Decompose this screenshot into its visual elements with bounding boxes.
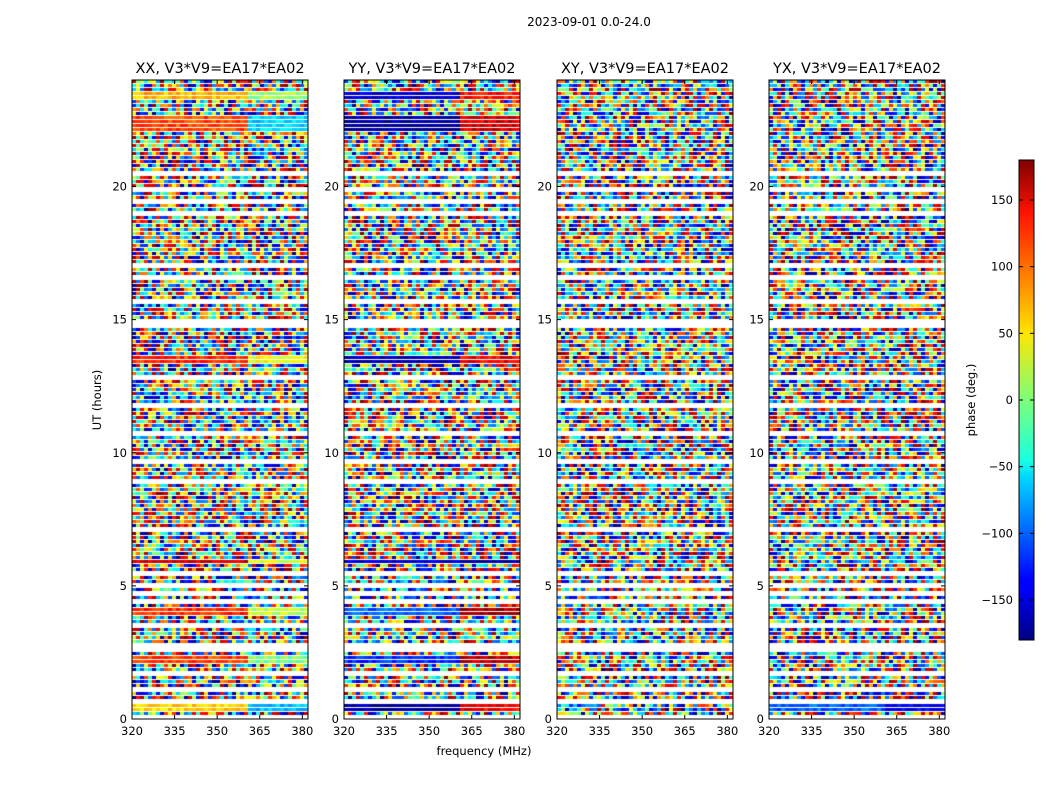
panel-1-ytick-label: 10 (112, 446, 127, 460)
figure-suptitle: 2023-09-01 0.0-24.0 (527, 15, 651, 29)
colorbar-tick-label: 150 (991, 193, 1013, 207)
panel-2-ytick-label: 0 (332, 712, 339, 726)
panel-2-ytick-label: 5 (332, 579, 339, 593)
panel-3-ytick-label: 15 (537, 313, 552, 327)
panel-2-xtick-label: 350 (418, 724, 440, 738)
panel-4-xtick-label: 350 (843, 724, 865, 738)
colorbar-ticks: −150 −100 −50 0 50 100 150 (981, 193, 1034, 607)
panel-1-xtick-label: 365 (249, 724, 271, 738)
colorbar-tick-label: −50 (989, 460, 1013, 474)
panel-4-frame (768, 79, 946, 720)
panel-2-ytick-label: 20 (324, 180, 339, 194)
panel-1-xtick-label: 380 (291, 724, 313, 738)
panel-1-xtick-label: 350 (206, 724, 228, 738)
panel-3-ytick-label: 5 (545, 579, 552, 593)
panel-2-frame (343, 79, 521, 720)
panel-4-xtick-label: 380 (928, 724, 950, 738)
panel-1-raster (132, 80, 308, 719)
panel-3-ytick-label: 20 (537, 180, 552, 194)
panel-4-raster (769, 80, 945, 719)
panel-2-raster (344, 80, 520, 719)
panel-1-ytick-label: 15 (112, 313, 127, 327)
panel-1-xtick-label: 320 (121, 724, 143, 738)
colorbar-label: phase (deg.) (964, 364, 978, 437)
panel-3-xtick-label: 365 (674, 724, 696, 738)
panel-2-xtick-label: 320 (333, 724, 355, 738)
colorbar-tick-label: −150 (981, 593, 1013, 607)
panel-4-ytick-label: 15 (749, 313, 764, 327)
panel-2-ytick-label: 15 (324, 313, 339, 327)
panel-3-xtick-label: 350 (631, 724, 653, 738)
panel-2-xtick-label: 380 (503, 724, 525, 738)
panel-3-xtick-label: 335 (589, 724, 611, 738)
panel-4-ytick-label: 0 (757, 712, 764, 726)
panel-2: YY, V3*V9=EA17*EA02 320 335 350 365 380 0 5 10 15… (324, 61, 525, 738)
panel-2-ytick-label: 10 (324, 446, 339, 460)
panel-4-xtick-label: 365 (886, 724, 908, 738)
panel-1-title: XX, V3*V9=EA17*EA02 (135, 61, 304, 77)
panel-4-ytick-label: 20 (749, 180, 764, 194)
panel-1-ytick-label: 5 (120, 579, 127, 593)
panels-group: XX, V3*V9=EA17*EA02 320 335 350 365 380 0 5 10 15… (112, 61, 950, 738)
panel-1-ytick-label: 20 (112, 180, 127, 194)
panel-2-xtick-label: 365 (461, 724, 483, 738)
panel-3-ytick-label: 0 (545, 712, 552, 726)
panel-3: XY, V3*V9=EA17*EA02 320 335 350 365 380 0 5 10 15… (537, 61, 738, 738)
panel-3-frame (556, 79, 734, 720)
colorbar-tick-label: −100 (981, 526, 1013, 540)
panel-4-ytick-label: 10 (749, 446, 764, 460)
panel-2-xtick-label: 335 (376, 724, 398, 738)
panel-4-xtick-label: 320 (758, 724, 780, 738)
colorbar-tick-label: 0 (1006, 393, 1013, 407)
panel-1: XX, V3*V9=EA17*EA02 320 335 350 365 380 0 5 10 15… (112, 61, 313, 738)
panel-1-ytick-label: 0 (120, 712, 127, 726)
panel-3-xtick-label: 320 (546, 724, 568, 738)
panel-1-xtick-label: 335 (164, 724, 186, 738)
panel-2-title: YY, V3*V9=EA17*EA02 (348, 61, 516, 77)
panel-4-ytick-label: 5 (757, 579, 764, 593)
panel-3-title: XY, V3*V9=EA17*EA02 (561, 61, 729, 77)
panel-3-ytick-label: 10 (537, 446, 552, 460)
panel-3-raster (557, 80, 733, 719)
colorbar: −150 −100 −50 0 50 100 150 phase (deg.) (964, 159, 1035, 641)
panel-4-title: YX, V3*V9=EA17*EA02 (772, 61, 941, 77)
panel-4-xtick-label: 335 (801, 724, 823, 738)
x-axis-label: frequency (MHz) (437, 744, 532, 758)
colorbar-tick-label: 50 (998, 326, 1013, 340)
y-axis-label: UT (hours) (90, 370, 104, 430)
panel-1-frame (131, 79, 309, 720)
panel-4: YX, V3*V9=EA17*EA02 320 335 350 365 380 0 5 10 15… (749, 61, 950, 738)
panel-3-xtick-label: 380 (716, 724, 738, 738)
colorbar-tick-label: 100 (991, 260, 1013, 274)
